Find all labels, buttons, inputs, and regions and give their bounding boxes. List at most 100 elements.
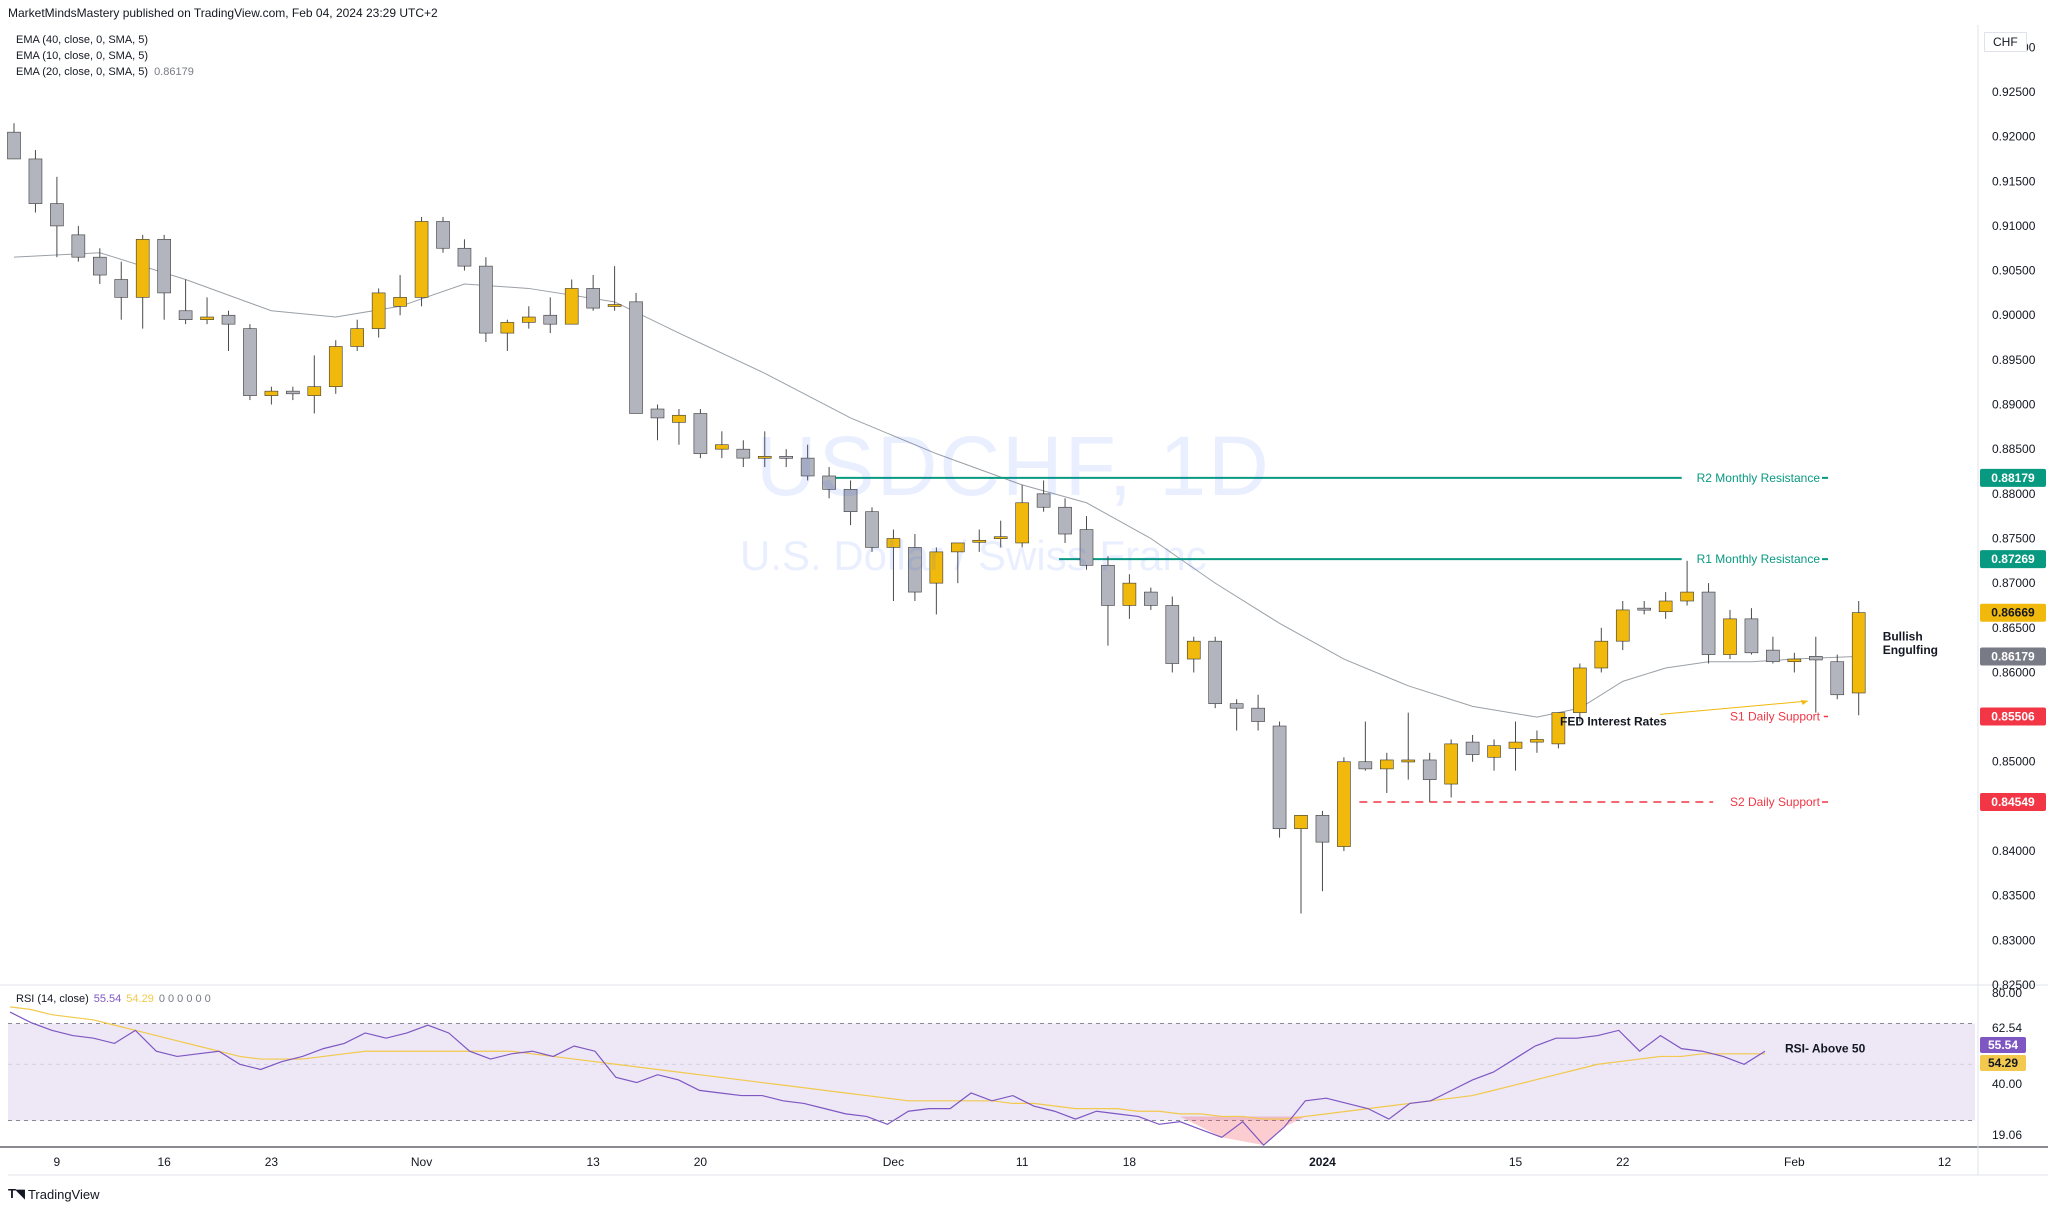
- candle-body: [672, 414, 686, 423]
- candle-body: [1165, 605, 1180, 664]
- time-tick-label: 9: [54, 1155, 61, 1169]
- ema-20-value: 0.86179: [154, 66, 194, 78]
- candle-body: [243, 328, 257, 396]
- ema-20-legend[interactable]: EMA (20, close, 0, SMA, 5) 0.86179: [16, 66, 194, 78]
- price-tick-label: 0.89000: [1992, 398, 2036, 412]
- time-tick-label: 18: [1123, 1155, 1137, 1169]
- candle-body: [371, 292, 386, 329]
- candle-body: [1637, 607, 1651, 611]
- candle-body: [1701, 591, 1716, 655]
- price-tick-label: 0.87500: [1992, 531, 2036, 545]
- rsi-zero-flags: 0 0 0 0 0 0: [158, 993, 211, 1005]
- tradingview-logo[interactable]: T◥ TradingView: [8, 1186, 100, 1202]
- rsi-value: 55.54: [93, 993, 122, 1005]
- candle-body: [822, 475, 836, 490]
- candle-body: [286, 390, 300, 395]
- candle-body: [1444, 743, 1458, 785]
- level-label: S1 Daily Support: [1730, 710, 1821, 724]
- ema-40-label: EMA (40, close, 0, SMA, 5): [16, 34, 149, 46]
- rsi-oversold-fill: [1180, 1116, 1306, 1146]
- candle-body: [1186, 640, 1201, 660]
- rsi-tick-label: 19.06: [1992, 1128, 2022, 1142]
- candle-body: [800, 457, 815, 477]
- level-price-tag-text: 0.88179: [1991, 471, 2035, 485]
- candle-body: [1680, 591, 1694, 602]
- price-tick-label: 0.88000: [1992, 487, 2036, 501]
- annotation-arrow-head: [1800, 700, 1808, 706]
- candle-body: [328, 346, 343, 387]
- publish-line: MarketMindsMastery published on TradingV…: [8, 6, 438, 20]
- level-label: R1 Monthly Resistance: [1697, 552, 1821, 566]
- price-tag: [1980, 647, 2046, 666]
- candle-body: [1594, 640, 1609, 669]
- candle-body: [1101, 564, 1115, 606]
- time-tick-label: Nov: [411, 1155, 432, 1169]
- candle-body: [972, 539, 987, 543]
- candle-body: [1208, 640, 1222, 704]
- candle-body: [521, 316, 536, 323]
- candle-body: [71, 234, 86, 258]
- level-price-tag-text: 0.84549: [1991, 795, 2035, 809]
- candle-body: [607, 304, 622, 307]
- candle-body: [715, 444, 729, 450]
- level-label-bg: [1713, 708, 1822, 725]
- price-tick-label: 0.87000: [1992, 576, 2036, 590]
- level-price-tag: [1980, 550, 2046, 569]
- symbol-watermark: USDCHF, 1D: [756, 419, 1271, 513]
- candle-body: [586, 288, 600, 309]
- candle-body: [1851, 612, 1866, 694]
- candle-body: [221, 314, 236, 325]
- rsi-label: RSI (14, close): [16, 993, 89, 1005]
- candle-body: [1036, 493, 1051, 508]
- time-tick-label: Dec: [883, 1155, 904, 1169]
- candle-body: [50, 203, 64, 227]
- annotation-text: Engulfing: [1883, 643, 1938, 657]
- candle-body: [307, 386, 322, 396]
- candle-body: [1615, 609, 1630, 642]
- candle-body: [1229, 703, 1244, 709]
- annotation-text: Bullish: [1883, 630, 1923, 644]
- candle-body: [1551, 712, 1566, 745]
- time-tick-label: 20: [694, 1155, 708, 1169]
- candle-body: [414, 221, 429, 298]
- candle-body: [1787, 658, 1802, 663]
- price-tick-label: 0.90500: [1992, 264, 2036, 278]
- rsi-line: [9, 1011, 1766, 1146]
- candle-body: [1766, 649, 1780, 663]
- candle-body: [1358, 761, 1373, 770]
- candle-body: [1122, 582, 1137, 606]
- candle-body: [350, 328, 365, 347]
- candle-body: [178, 310, 193, 320]
- candle-body: [28, 158, 43, 204]
- candle-body: [264, 390, 279, 396]
- currency-label[interactable]: CHF: [1984, 32, 2027, 52]
- rsi-legend[interactable]: RSI (14, close) 55.54 54.29 0 0 0 0 0 0: [16, 993, 211, 1005]
- candle-body: [393, 297, 407, 307]
- level-price-tag: [1980, 468, 2046, 487]
- rsi-ma-tag: [1980, 1055, 2026, 1071]
- price-tag-text: 0.86669: [1991, 606, 2035, 620]
- tradingview-logo-text: TradingView: [27, 1186, 100, 1202]
- ema-40-legend[interactable]: EMA (40, close, 0, SMA, 5): [16, 34, 154, 46]
- price-tick-label: 0.83500: [1992, 889, 2036, 903]
- candle-body: [1530, 739, 1544, 743]
- price-tick-label: 0.92000: [1992, 130, 2036, 144]
- level-price-tag: [1980, 707, 2046, 726]
- candle-body: [93, 256, 107, 276]
- candle-body: [1723, 618, 1737, 655]
- ema-10-legend[interactable]: EMA (10, close, 0, SMA, 5): [16, 50, 154, 62]
- candle-body: [200, 316, 214, 320]
- candle-body: [1809, 656, 1823, 661]
- candle-body: [1658, 600, 1673, 613]
- candle-body: [629, 301, 643, 414]
- candle-body: [1830, 661, 1845, 696]
- candle-body: [1079, 529, 1094, 566]
- rsi-band: [8, 1023, 1975, 1121]
- time-tick-label: 11: [1016, 1155, 1029, 1169]
- candle-body: [993, 536, 1008, 540]
- price-tick-label: 0.91000: [1992, 219, 2036, 233]
- candle-body: [886, 538, 901, 548]
- rsi-ma-line: [9, 1006, 1765, 1120]
- candle-body: [543, 314, 558, 325]
